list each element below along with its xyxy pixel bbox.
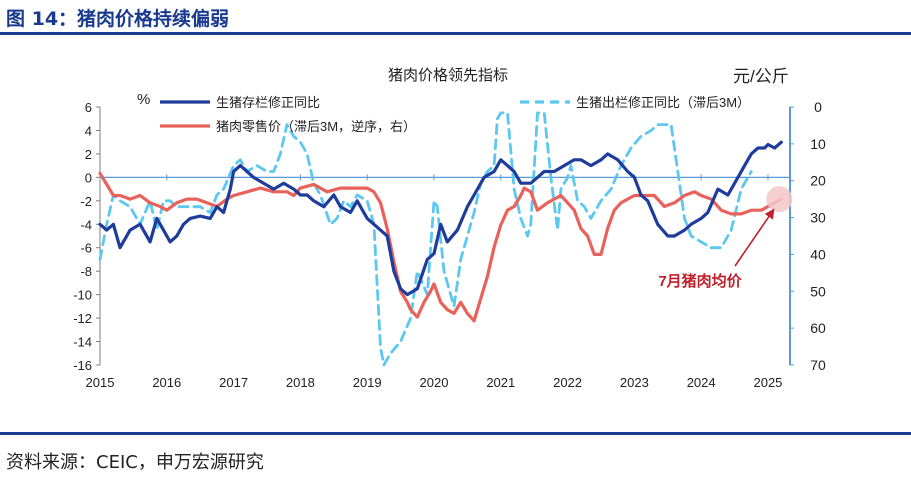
left-axis-tick-label: 0 bbox=[85, 170, 92, 185]
legend-label: 猪肉零售价（滞后3M，逆序，右） bbox=[216, 119, 416, 134]
x-axis-tick-label: 2023 bbox=[620, 375, 649, 390]
right-axis-tick-label: 10 bbox=[810, 136, 826, 152]
left-axis-tick-label: 2 bbox=[85, 147, 92, 162]
x-axis-tick-label: 2022 bbox=[553, 375, 582, 390]
legend-label: 生猪出栏修正同比（滞后3M） bbox=[576, 95, 750, 110]
legend-label: 生猪存栏修正同比 bbox=[216, 95, 320, 110]
left-axis-tick-label: -10 bbox=[73, 288, 92, 303]
x-axis-tick-label: 2018 bbox=[286, 375, 315, 390]
annotation-label: 7月猪肉均价 bbox=[658, 272, 742, 290]
left-axis-unit: % bbox=[137, 91, 150, 108]
right-axis-tick-label: 0 bbox=[814, 99, 822, 115]
right-axis-tick-label: 50 bbox=[810, 283, 826, 299]
x-axis-tick-label: 2024 bbox=[687, 375, 716, 390]
x-axis-tick-label: 2017 bbox=[219, 375, 248, 390]
left-axis-tick-label: -6 bbox=[80, 241, 92, 256]
footer-divider bbox=[0, 432, 911, 435]
left-axis-tick-label: -2 bbox=[80, 194, 92, 209]
left-axis-tick-label: 6 bbox=[85, 100, 92, 115]
left-axis-tick-label: -12 bbox=[73, 311, 92, 326]
x-axis-tick-label: 2020 bbox=[420, 375, 449, 390]
series-line bbox=[98, 111, 753, 367]
right-axis-tick-label: 40 bbox=[810, 246, 826, 262]
left-axis-tick-label: -4 bbox=[80, 217, 92, 232]
right-axis-tick-label: 70 bbox=[810, 357, 826, 373]
right-axis-tick-label: 30 bbox=[810, 210, 826, 226]
x-axis-tick-label: 2015 bbox=[86, 375, 115, 390]
x-axis-tick-label: 2025 bbox=[753, 375, 782, 390]
chart-title: 猪肉价格领先指标 bbox=[388, 67, 508, 84]
right-axis-unit: 元/公斤 bbox=[733, 67, 789, 86]
x-axis-tick-label: 2019 bbox=[353, 375, 382, 390]
series-line bbox=[98, 171, 783, 323]
line-chart: 猪肉价格领先指标 % 元/公斤 6420-2-4-6-8-10-12-14-16… bbox=[73, 67, 826, 390]
annotation-highlight bbox=[766, 186, 793, 213]
left-axis-tick-label: 4 bbox=[85, 123, 92, 138]
x-axis-tick-label: 2021 bbox=[486, 375, 515, 390]
left-axis-tick-label: -8 bbox=[80, 264, 92, 279]
figure-title: 图 14：猪肉价格持续偏弱 bbox=[6, 8, 230, 30]
right-axis-tick-label: 20 bbox=[810, 173, 826, 189]
right-axis-tick-label: 60 bbox=[810, 320, 826, 336]
left-axis-tick-label: -16 bbox=[73, 358, 92, 373]
series-line bbox=[98, 140, 783, 297]
x-axis-tick-label: 2016 bbox=[152, 375, 181, 390]
source-note: 资料来源：CEIC，申万宏源研究 bbox=[6, 452, 264, 473]
left-axis-tick-label: -14 bbox=[73, 335, 92, 350]
annotation-arrow bbox=[734, 208, 775, 267]
title-divider bbox=[0, 32, 911, 35]
